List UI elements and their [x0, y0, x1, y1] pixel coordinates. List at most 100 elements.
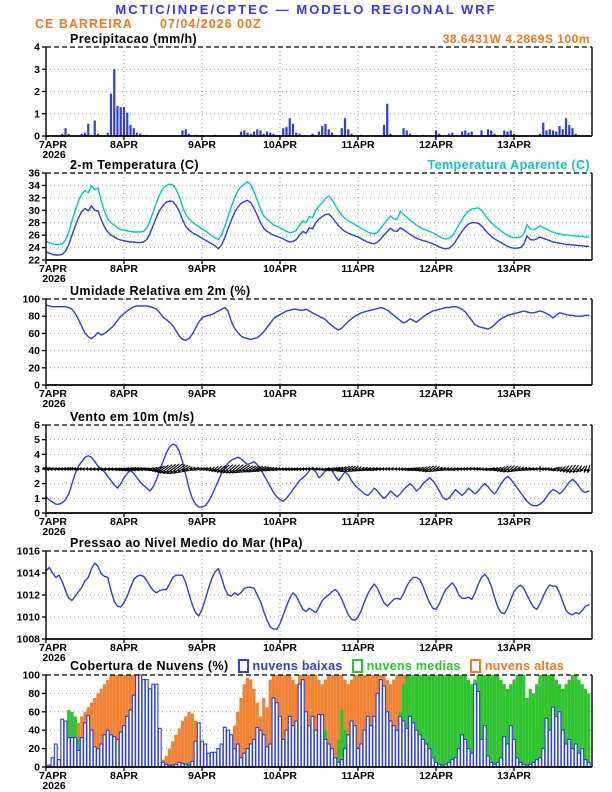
cloud-bar-outline	[577, 752, 581, 768]
wind-arrow-head	[142, 467, 147, 472]
precip-bar	[480, 130, 483, 136]
cloud-bar-outline	[125, 715, 130, 768]
wind-arrow-head	[576, 468, 580, 473]
cloud-bar-outline	[343, 748, 347, 768]
wind-arrow-head	[169, 470, 174, 474]
cloud-bar-outline	[226, 729, 230, 768]
legend-nuvens-medias: nuvens medias	[351, 659, 461, 673]
cloud-bar-outline	[79, 737, 84, 768]
wind-arrow-head	[81, 466, 85, 472]
y-tick-label: 1012	[17, 590, 41, 602]
wind-arrow-head	[69, 466, 74, 471]
wind-arrow-head	[160, 469, 165, 474]
precip-bar	[382, 124, 386, 136]
wind-arrow-head	[583, 468, 588, 473]
wind-arrow-head	[193, 466, 198, 471]
precip-bar	[460, 131, 464, 136]
x-tick-label: 10APR	[263, 770, 297, 782]
cloud-bar-fill	[112, 675, 116, 767]
cloud-bar-fill	[499, 679, 503, 767]
wind-arrow-head	[223, 469, 228, 474]
x-tick-label: 8APR	[110, 516, 138, 528]
cloud-bar-outline	[235, 743, 240, 768]
cloud-bar-outline	[268, 743, 273, 768]
precip-bar	[347, 129, 350, 136]
y-tick-label: 100	[22, 294, 40, 306]
precip-bar	[239, 131, 243, 136]
cloud-bar-outline	[580, 748, 585, 768]
cloud-bar-fill	[327, 675, 331, 767]
temp-line	[45, 199, 590, 256]
cloud-bar-fill	[453, 675, 458, 767]
y-tick-label: 4	[34, 449, 40, 461]
cloud-bar-outline	[333, 757, 338, 768]
wind-arrow-head	[458, 466, 463, 472]
cloud-bar-fill	[252, 688, 256, 767]
precip-bar	[350, 133, 353, 136]
legend-label-altas: nuvens altas	[484, 659, 565, 673]
cloud-bar-outline	[365, 715, 370, 768]
cloud-bar-outline	[547, 729, 552, 768]
wind-arrow-head	[396, 466, 401, 472]
cloud-bar-outline	[499, 757, 503, 768]
cloud-bar-outline	[349, 720, 354, 768]
cloud-bar-outline	[557, 711, 562, 768]
x-tick-label: 12APR	[419, 263, 453, 275]
cloud-bar-fill	[333, 675, 337, 767]
wind-arrow-head	[313, 466, 318, 472]
cloud-bar-outline	[213, 751, 217, 768]
y-tick-label: 1010	[17, 612, 41, 624]
x-tick-label: 10APR	[263, 388, 297, 400]
cloud-bar-outline	[573, 743, 578, 768]
cloud-bar-fill	[119, 675, 123, 767]
y-tick-label: 80	[28, 688, 40, 700]
x-tick-label: 13APR	[497, 263, 531, 275]
wind-arrow-head	[242, 468, 247, 473]
cloud-bar-outline	[515, 757, 520, 768]
wind-arrow-head	[319, 467, 324, 472]
precip-bar	[269, 132, 272, 136]
wind-arrow-head	[245, 468, 250, 473]
cloud-bar-fill	[427, 675, 432, 767]
precip-bar	[87, 123, 90, 136]
precip-bar	[317, 131, 321, 136]
cloud-bar-fill	[414, 675, 419, 767]
precip-bar	[343, 118, 347, 136]
panel-title-humidity: Umidade Relativa em 2m (%)	[70, 284, 251, 298]
wind-arrow-head	[306, 466, 310, 471]
rh-line	[45, 304, 590, 341]
panel-title-temperature: 2-m Temperatura (C)	[70, 158, 199, 172]
cloud-bar-outline	[73, 737, 78, 768]
wind-arrow-head	[72, 466, 76, 471]
legend-label-baixas: nuvens baixas	[252, 659, 343, 673]
y-tick-label: 1014	[17, 568, 41, 580]
wind-arrow-head	[181, 468, 186, 473]
precip-bar	[568, 124, 571, 136]
wind-arrow-head	[139, 467, 143, 472]
precip-bar	[467, 132, 470, 136]
wind-arrow-head	[361, 467, 366, 471]
cloud-bar-fill	[232, 725, 237, 767]
wind-arrow-head	[273, 467, 278, 471]
y-tick-label: 5	[34, 434, 40, 446]
cloud-bar-fill	[483, 675, 487, 767]
cloud-bar-fill	[460, 675, 464, 767]
cloud-bar-outline	[567, 738, 572, 768]
cloud-bar-outline	[57, 759, 61, 768]
cloud-bar-outline	[339, 759, 344, 768]
cloud-bar-outline	[404, 727, 409, 768]
cloud-bar-fill	[492, 675, 497, 767]
cloud-bar-fill	[115, 675, 120, 767]
wind-arrow-head	[199, 466, 204, 471]
wind-arrow-head	[297, 467, 302, 472]
cloud-bar-outline	[570, 748, 575, 768]
cloud-bar-fill	[164, 755, 168, 767]
wind-arrow-head	[128, 467, 133, 472]
legend-box-altas-icon	[469, 659, 481, 673]
cloud-bar-outline	[76, 749, 81, 768]
cloud-bar-fill	[570, 675, 575, 767]
precip-bar	[490, 130, 493, 136]
